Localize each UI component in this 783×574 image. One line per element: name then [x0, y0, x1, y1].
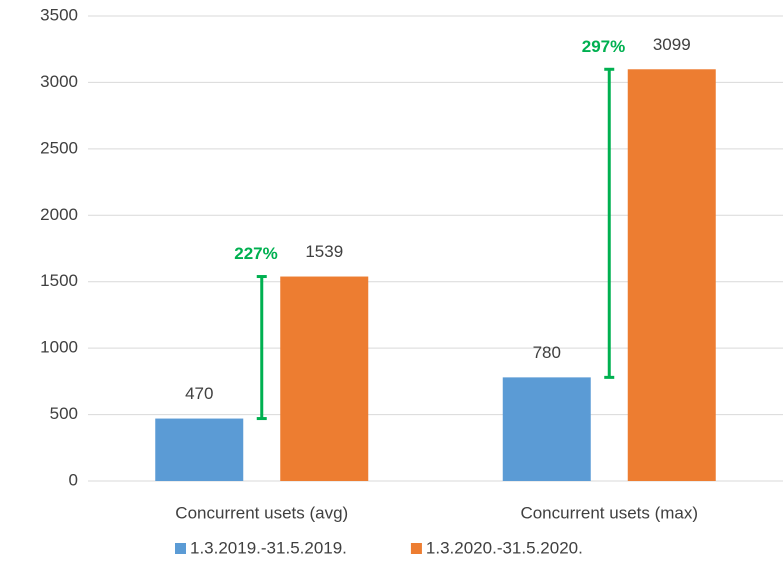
y-tick-label: 1500 [40, 271, 78, 290]
data-label: 780 [533, 343, 561, 362]
y-tick-label: 500 [50, 404, 78, 423]
y-tick-label: 3000 [40, 72, 78, 91]
bar [155, 418, 244, 481]
change-bracket [256, 275, 267, 421]
bar [627, 69, 716, 482]
legend-label: 1.3.2020.-31.5.2020. [426, 538, 583, 557]
legend-swatch [175, 543, 186, 554]
change-label: 227% [234, 244, 277, 263]
change-bracket [604, 67, 615, 379]
legend-label: 1.3.2019.-31.5.2019. [190, 538, 347, 557]
data-label: 470 [185, 384, 213, 403]
bar [502, 377, 591, 481]
data-label: 1539 [305, 242, 343, 261]
y-tick-label: 1000 [40, 338, 78, 357]
y-tick-label: 3500 [40, 5, 78, 24]
change-label: 297% [582, 37, 625, 56]
bar [280, 276, 369, 481]
data-label: 3099 [653, 35, 691, 54]
y-tick-label: 2500 [40, 138, 78, 157]
y-tick-label: 2000 [40, 205, 78, 224]
x-tick-label: Concurrent usets (max) [520, 503, 698, 522]
legend-swatch [410, 543, 422, 554]
x-tick-label: Concurrent usets (avg) [175, 503, 348, 522]
y-tick-label: 0 [69, 470, 78, 489]
